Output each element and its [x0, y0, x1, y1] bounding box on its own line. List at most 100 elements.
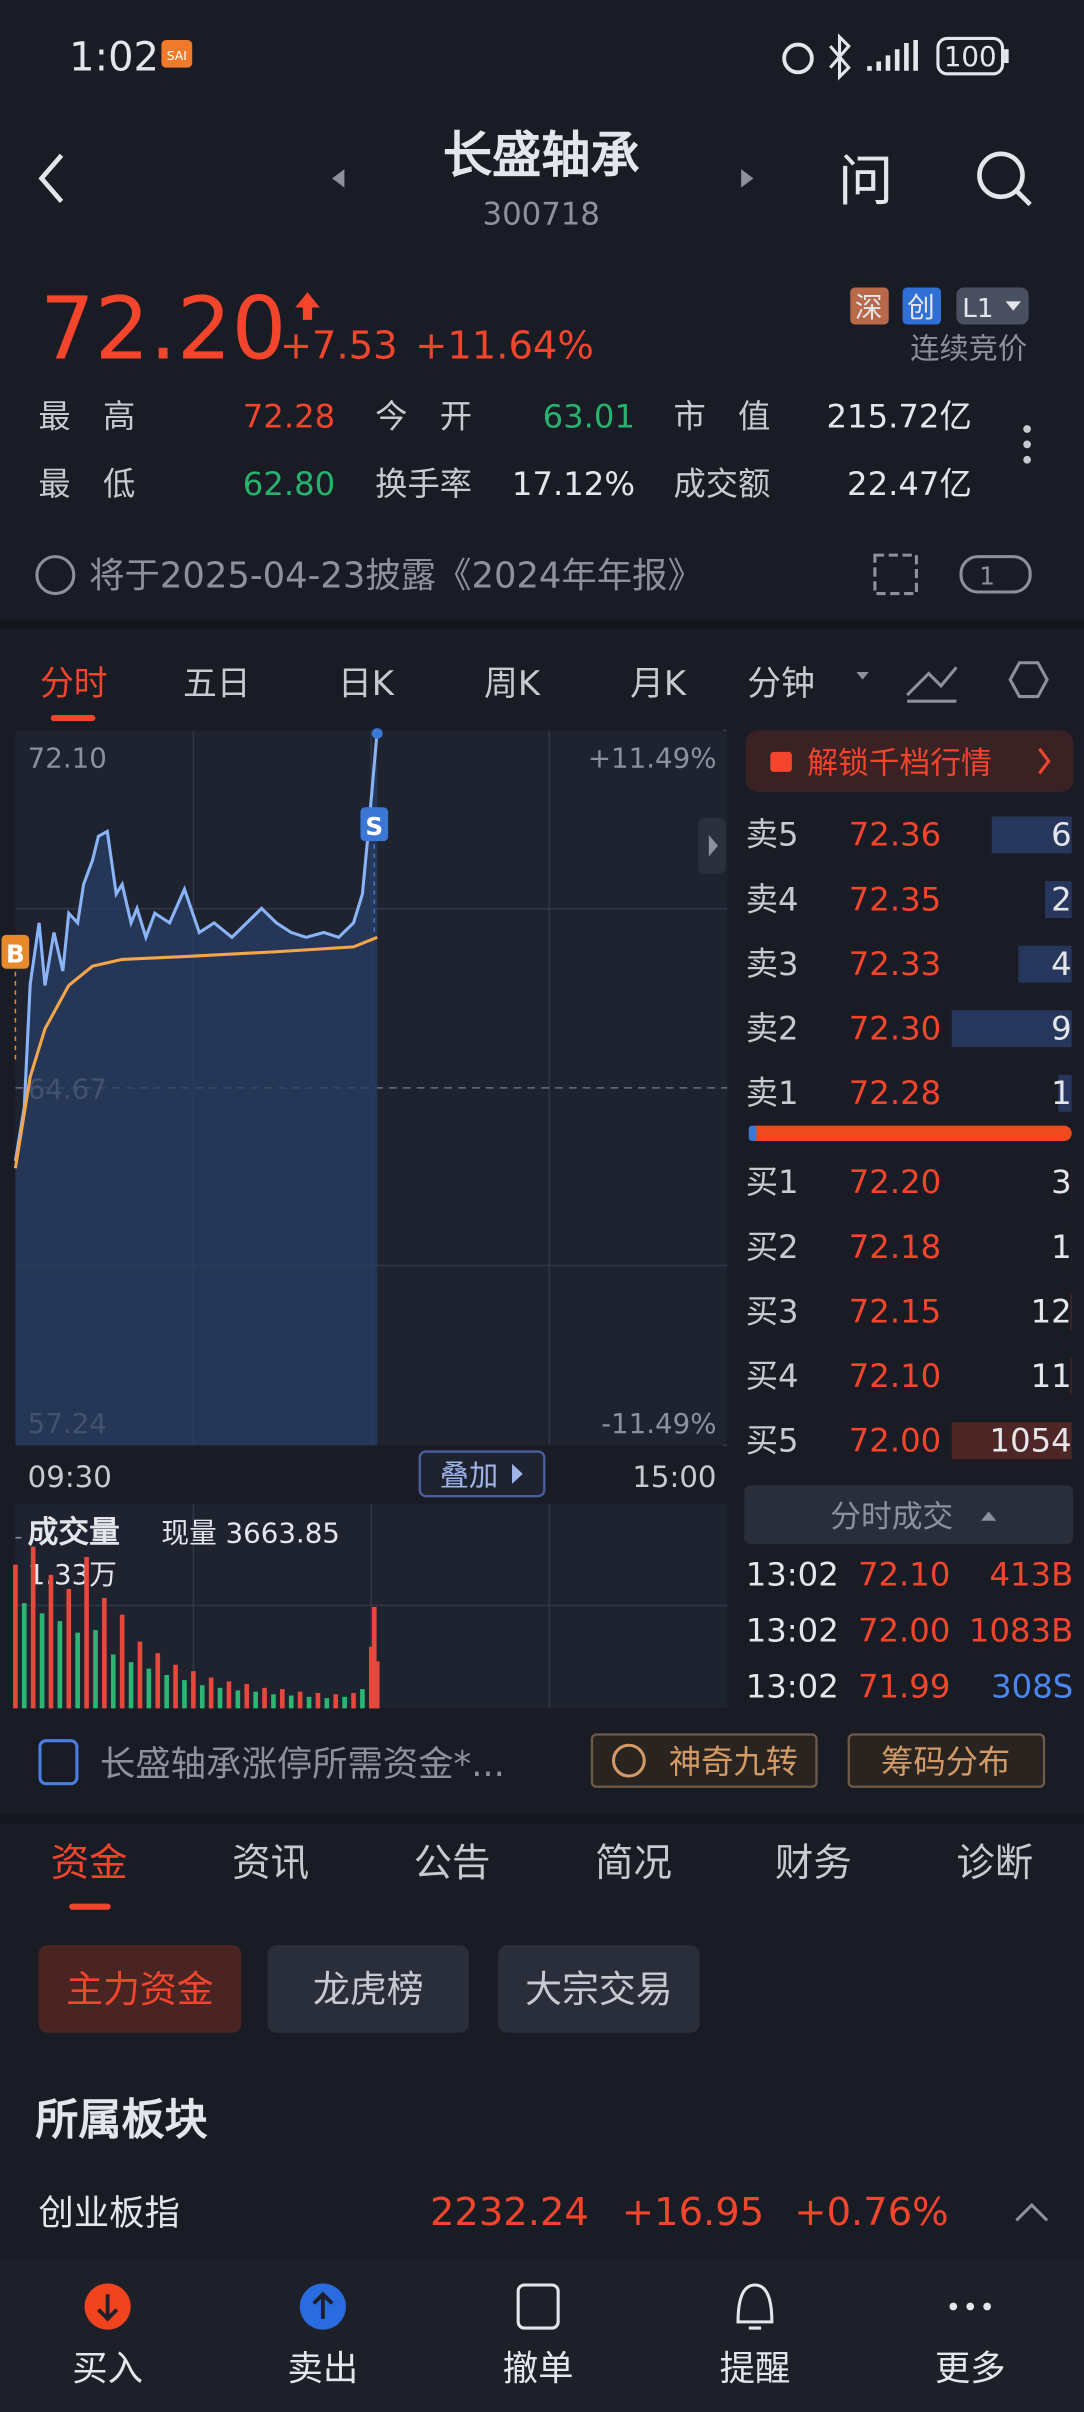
book-volume: 4: [1051, 945, 1072, 983]
chart-tab[interactable]: 分时: [40, 664, 108, 703]
more-icon[interactable]: [983, 2302, 991, 2311]
level-tag[interactable]: L1: [962, 294, 993, 324]
volume-bar: [110, 1654, 116, 1709]
badge-pill[interactable]: [959, 555, 1032, 594]
nav-item[interactable]: 卖出: [288, 2348, 359, 2389]
draw-icon[interactable]: [906, 666, 958, 703]
sector-name[interactable]: 创业板指: [38, 2193, 179, 2234]
notice-text[interactable]: 将于2025-04-23披露《2024年年报》: [89, 555, 703, 596]
trades-arrow: [980, 1511, 997, 1521]
button-bg[interactable]: [590, 1733, 818, 1788]
battery-tip: [1004, 49, 1009, 64]
volume-bar: [351, 1692, 356, 1709]
volume-tick-label: 1.33万: [28, 1558, 117, 1591]
more-dot[interactable]: [1023, 440, 1031, 449]
info-tab[interactable]: 诊断: [956, 1841, 1033, 1886]
trade-volume: 308S: [991, 1668, 1073, 1706]
button-bg[interactable]: [847, 1733, 1046, 1788]
chip-button[interactable]: 筹码分布: [881, 1743, 1010, 1781]
depth-bar: [1058, 1074, 1072, 1112]
volume-bar: [39, 1613, 45, 1709]
chart-tab[interactable]: 分钟: [747, 664, 815, 703]
sector-rows: 创业板指 2232.24 +16.95 +0.76%: [38, 2190, 948, 2235]
fund-button[interactable]: 主力资金: [66, 1968, 214, 2011]
news-text[interactable]: 长盛轴承涨停所需资金*...: [100, 1744, 505, 1785]
unlock-bg[interactable]: [745, 730, 1074, 792]
sector-change-pct: +0.76%: [794, 2190, 948, 2235]
next-stock[interactable]: [741, 169, 754, 188]
chart-tab[interactable]: 月K: [630, 664, 687, 703]
info-tab[interactable]: 资讯: [232, 1841, 309, 1886]
fund-button[interactable]: 大宗交易: [525, 1968, 673, 2011]
cancel-icon[interactable]: [516, 2283, 560, 2330]
overlay-button-bg[interactable]: [418, 1450, 546, 1498]
book-price: 72.35: [849, 880, 941, 918]
fund-button-bg[interactable]: [498, 1945, 700, 2033]
unlock-text[interactable]: 解锁千档行情: [807, 745, 992, 781]
volume-bar: [182, 1680, 187, 1709]
collapse-icon[interactable]: [1015, 2202, 1049, 2222]
back-button[interactable]: [38, 153, 64, 203]
book-label: 卖4: [746, 880, 799, 918]
nine-turn-button[interactable]: 神奇九转: [669, 1743, 798, 1781]
volume-bar: [84, 1556, 89, 1709]
book-label: 卖1: [746, 1074, 799, 1112]
info-tab[interactable]: 财务: [775, 1841, 852, 1886]
nav-item[interactable]: 撤单: [503, 2348, 574, 2389]
book-price: 72.36: [849, 816, 941, 854]
sell-arrow: [312, 2291, 334, 2319]
book-price: 72.30: [849, 1009, 941, 1047]
dropdown-icon: [856, 671, 869, 680]
trades-header-bg[interactable]: [744, 1485, 1074, 1544]
overlay-arrow: [512, 1463, 523, 1484]
info-tab[interactable]: 资金: [51, 1841, 128, 1886]
bottom-nav: 买入 卖出 撤单 提醒 更多: [72, 2348, 1005, 2389]
book-volume: 2: [1051, 880, 1072, 918]
y2-tick-label: +11.49%: [588, 741, 717, 774]
ratio-bar: [748, 1125, 1072, 1141]
more-icon[interactable]: [949, 2302, 958, 2311]
overlay-button[interactable]: 叠加: [440, 1458, 498, 1492]
prev-stock[interactable]: [332, 169, 345, 188]
price-change-pct: +11.64%: [415, 323, 594, 368]
ask-button[interactable]: 问: [838, 150, 893, 214]
trade-marker: [360, 807, 389, 842]
volume-bar: [217, 1687, 223, 1709]
volume-bar: [208, 1677, 214, 1709]
book-label: 卖3: [746, 945, 799, 983]
app-badge: SAI: [167, 49, 187, 63]
info-tab[interactable]: 公告: [414, 1841, 491, 1886]
compare-icon[interactable]: [873, 553, 918, 596]
settings-icon[interactable]: [1008, 661, 1049, 699]
nav-item[interactable]: 更多: [935, 2348, 1006, 2389]
stat-value: 72.28: [243, 397, 335, 435]
more-dot[interactable]: [1023, 425, 1031, 433]
market-tag: 深: [855, 291, 883, 324]
trades: 13:02 72.10 413B 13:02 72.00 1083B 13:02 71.99 3…: [746, 1555, 1074, 1705]
more-icon[interactable]: [966, 2302, 975, 2311]
volume-bar: [371, 1606, 377, 1709]
chart-tab[interactable]: 日K: [338, 664, 395, 703]
fund-button[interactable]: 龙虎榜: [313, 1968, 424, 2011]
sector-title: 所属板块: [35, 2095, 207, 2145]
nav-item[interactable]: 买入: [72, 2348, 143, 2389]
more-dot[interactable]: [1023, 455, 1031, 464]
divider: [0, 1814, 1084, 1824]
alert-icon[interactable]: [736, 2283, 774, 2330]
volume-bar: [342, 1696, 347, 1709]
volume-bar: [306, 1696, 312, 1709]
fund-button-bg[interactable]: [38, 1945, 242, 2033]
volume-bar: [369, 1646, 374, 1709]
fund-button-bg[interactable]: [267, 1945, 469, 2033]
volume-bar: [102, 1597, 107, 1709]
chart-tab[interactable]: 五日: [183, 664, 251, 703]
book-label: 买5: [746, 1422, 799, 1460]
last-price: 72.20: [40, 279, 286, 379]
search-button[interactable]: [977, 151, 1025, 200]
trades-title[interactable]: 分时成交: [830, 1499, 953, 1535]
trade-price: 72.10: [858, 1555, 950, 1593]
chart-tab[interactable]: 周K: [484, 664, 541, 703]
info-tab[interactable]: 简况: [595, 1841, 672, 1886]
nav-item[interactable]: 提醒: [720, 2348, 791, 2389]
